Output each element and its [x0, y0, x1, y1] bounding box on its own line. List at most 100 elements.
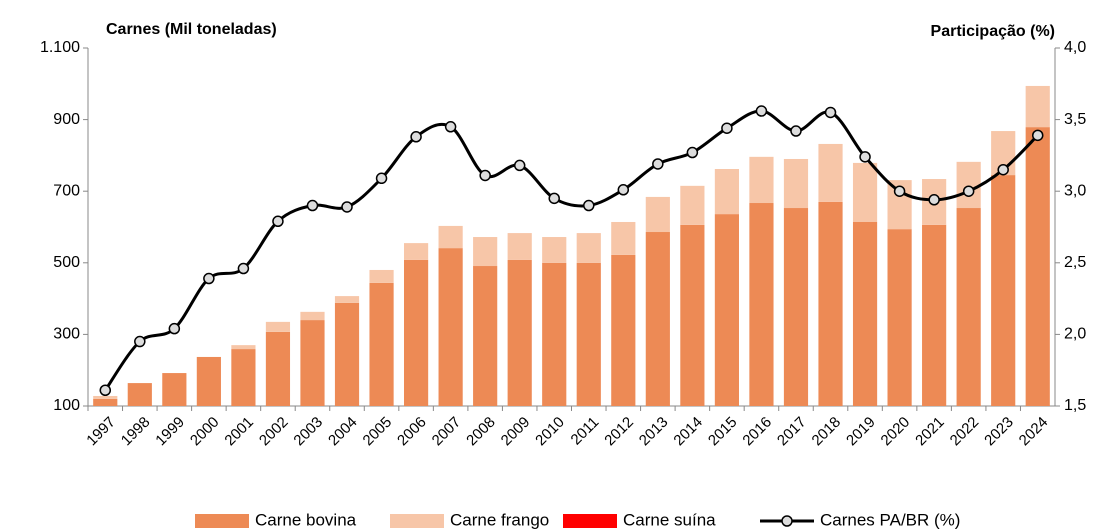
bar — [1025, 85, 1050, 128]
bar — [231, 349, 256, 406]
bar — [991, 175, 1016, 406]
x-tick-label: 2003 — [290, 414, 326, 450]
line-marker — [962, 185, 975, 197]
line-marker — [893, 185, 906, 197]
legend-label: Carnes PA/BR (%) — [820, 510, 960, 529]
y2-tick-label: 2,5 — [1064, 254, 1086, 271]
x-tick-label: 2019 — [843, 414, 879, 450]
line-marker — [652, 158, 664, 170]
line-marker — [928, 194, 940, 206]
bar — [749, 156, 774, 204]
x-tick-label: 2010 — [532, 414, 568, 450]
bar — [473, 237, 498, 267]
line-marker — [997, 163, 1009, 176]
line-marker — [824, 106, 837, 119]
bar — [438, 248, 463, 406]
bar — [852, 221, 878, 406]
y-tick-label: 900 — [53, 111, 80, 128]
x-tick-label: 2000 — [187, 414, 223, 450]
x-tick-label: 1998 — [118, 414, 154, 450]
x-tick-label: 2018 — [809, 414, 845, 450]
line-marker — [134, 335, 146, 348]
bar — [611, 254, 636, 406]
bar — [749, 203, 774, 406]
line-marker — [479, 169, 491, 182]
y-tick-label: 1.100 — [40, 39, 80, 56]
bar — [127, 383, 152, 406]
line-marker — [168, 322, 181, 335]
y-tick-label: 100 — [53, 397, 80, 414]
x-tick-label: 2005 — [360, 414, 396, 450]
line-marker — [721, 122, 733, 134]
bar — [852, 162, 878, 222]
line-marker — [410, 131, 422, 143]
legend-label: Carne bovina — [255, 510, 357, 529]
line-marker — [1031, 129, 1044, 142]
line-marker — [341, 201, 353, 213]
x-tick-label: 1997 — [83, 414, 119, 450]
bar — [818, 143, 843, 202]
line — [104, 109, 1039, 392]
line-marker — [272, 215, 284, 228]
bar — [334, 302, 360, 406]
line-marker — [99, 384, 112, 396]
bar — [783, 208, 809, 406]
x-tick-label: 2012 — [601, 414, 637, 450]
line-marker — [375, 172, 388, 185]
bar — [680, 224, 705, 406]
x-tick-label: 2004 — [325, 414, 361, 450]
x-tick-label: 2009 — [498, 414, 534, 450]
x-tick-label: 2017 — [774, 414, 810, 450]
x-tick-label: 2013 — [636, 414, 672, 450]
x-tick-label: 2024 — [1016, 414, 1052, 450]
line-marker — [583, 199, 595, 212]
bar — [265, 321, 291, 332]
bar — [818, 201, 843, 406]
x-tick-label: 2001 — [221, 414, 257, 450]
x-tick-label: 2014 — [670, 414, 706, 450]
bar — [196, 356, 221, 406]
y2-tick-label: 4,0 — [1064, 39, 1086, 56]
bar — [438, 225, 463, 249]
x-tick-label: 2006 — [394, 414, 430, 450]
legend-swatch — [563, 514, 617, 528]
x-tick-label: 1999 — [152, 414, 188, 450]
bar — [334, 296, 360, 303]
bar — [956, 208, 981, 406]
y-tick-label: 500 — [53, 254, 80, 271]
bar — [576, 233, 601, 263]
bar — [956, 161, 981, 209]
bar — [783, 158, 809, 209]
y2-tick-label: 3,5 — [1064, 111, 1086, 128]
bar — [507, 259, 532, 406]
bar — [369, 282, 394, 406]
y2-tick-label: 2,0 — [1064, 326, 1086, 343]
bar — [887, 229, 912, 406]
bar — [300, 320, 325, 406]
y2-tick-label: 1,5 — [1064, 397, 1086, 414]
bar — [473, 266, 498, 406]
y-tick-label: 700 — [53, 182, 80, 199]
y-tick-label: 300 — [53, 326, 80, 343]
bar — [369, 269, 394, 283]
line-marker — [513, 159, 526, 172]
x-tick-label: 2020 — [878, 414, 914, 450]
bar — [1025, 127, 1050, 407]
y-axis-title: Carnes (Mil toneladas) — [106, 21, 277, 38]
x-tick-label: 2007 — [429, 414, 465, 450]
bar — [93, 395, 118, 399]
bar — [404, 243, 429, 260]
bar — [611, 221, 636, 255]
bar — [507, 233, 532, 260]
y2-axis-title: Participação (%) — [931, 23, 1055, 40]
line-marker — [686, 146, 699, 159]
legend-label: Carne suína — [623, 510, 716, 529]
bar — [542, 262, 567, 406]
bar — [922, 224, 947, 406]
x-tick-label: 2011 — [568, 414, 603, 449]
bar — [714, 169, 739, 215]
line-marker — [617, 184, 630, 196]
line-marker — [444, 121, 457, 133]
legend-swatch — [390, 514, 444, 528]
